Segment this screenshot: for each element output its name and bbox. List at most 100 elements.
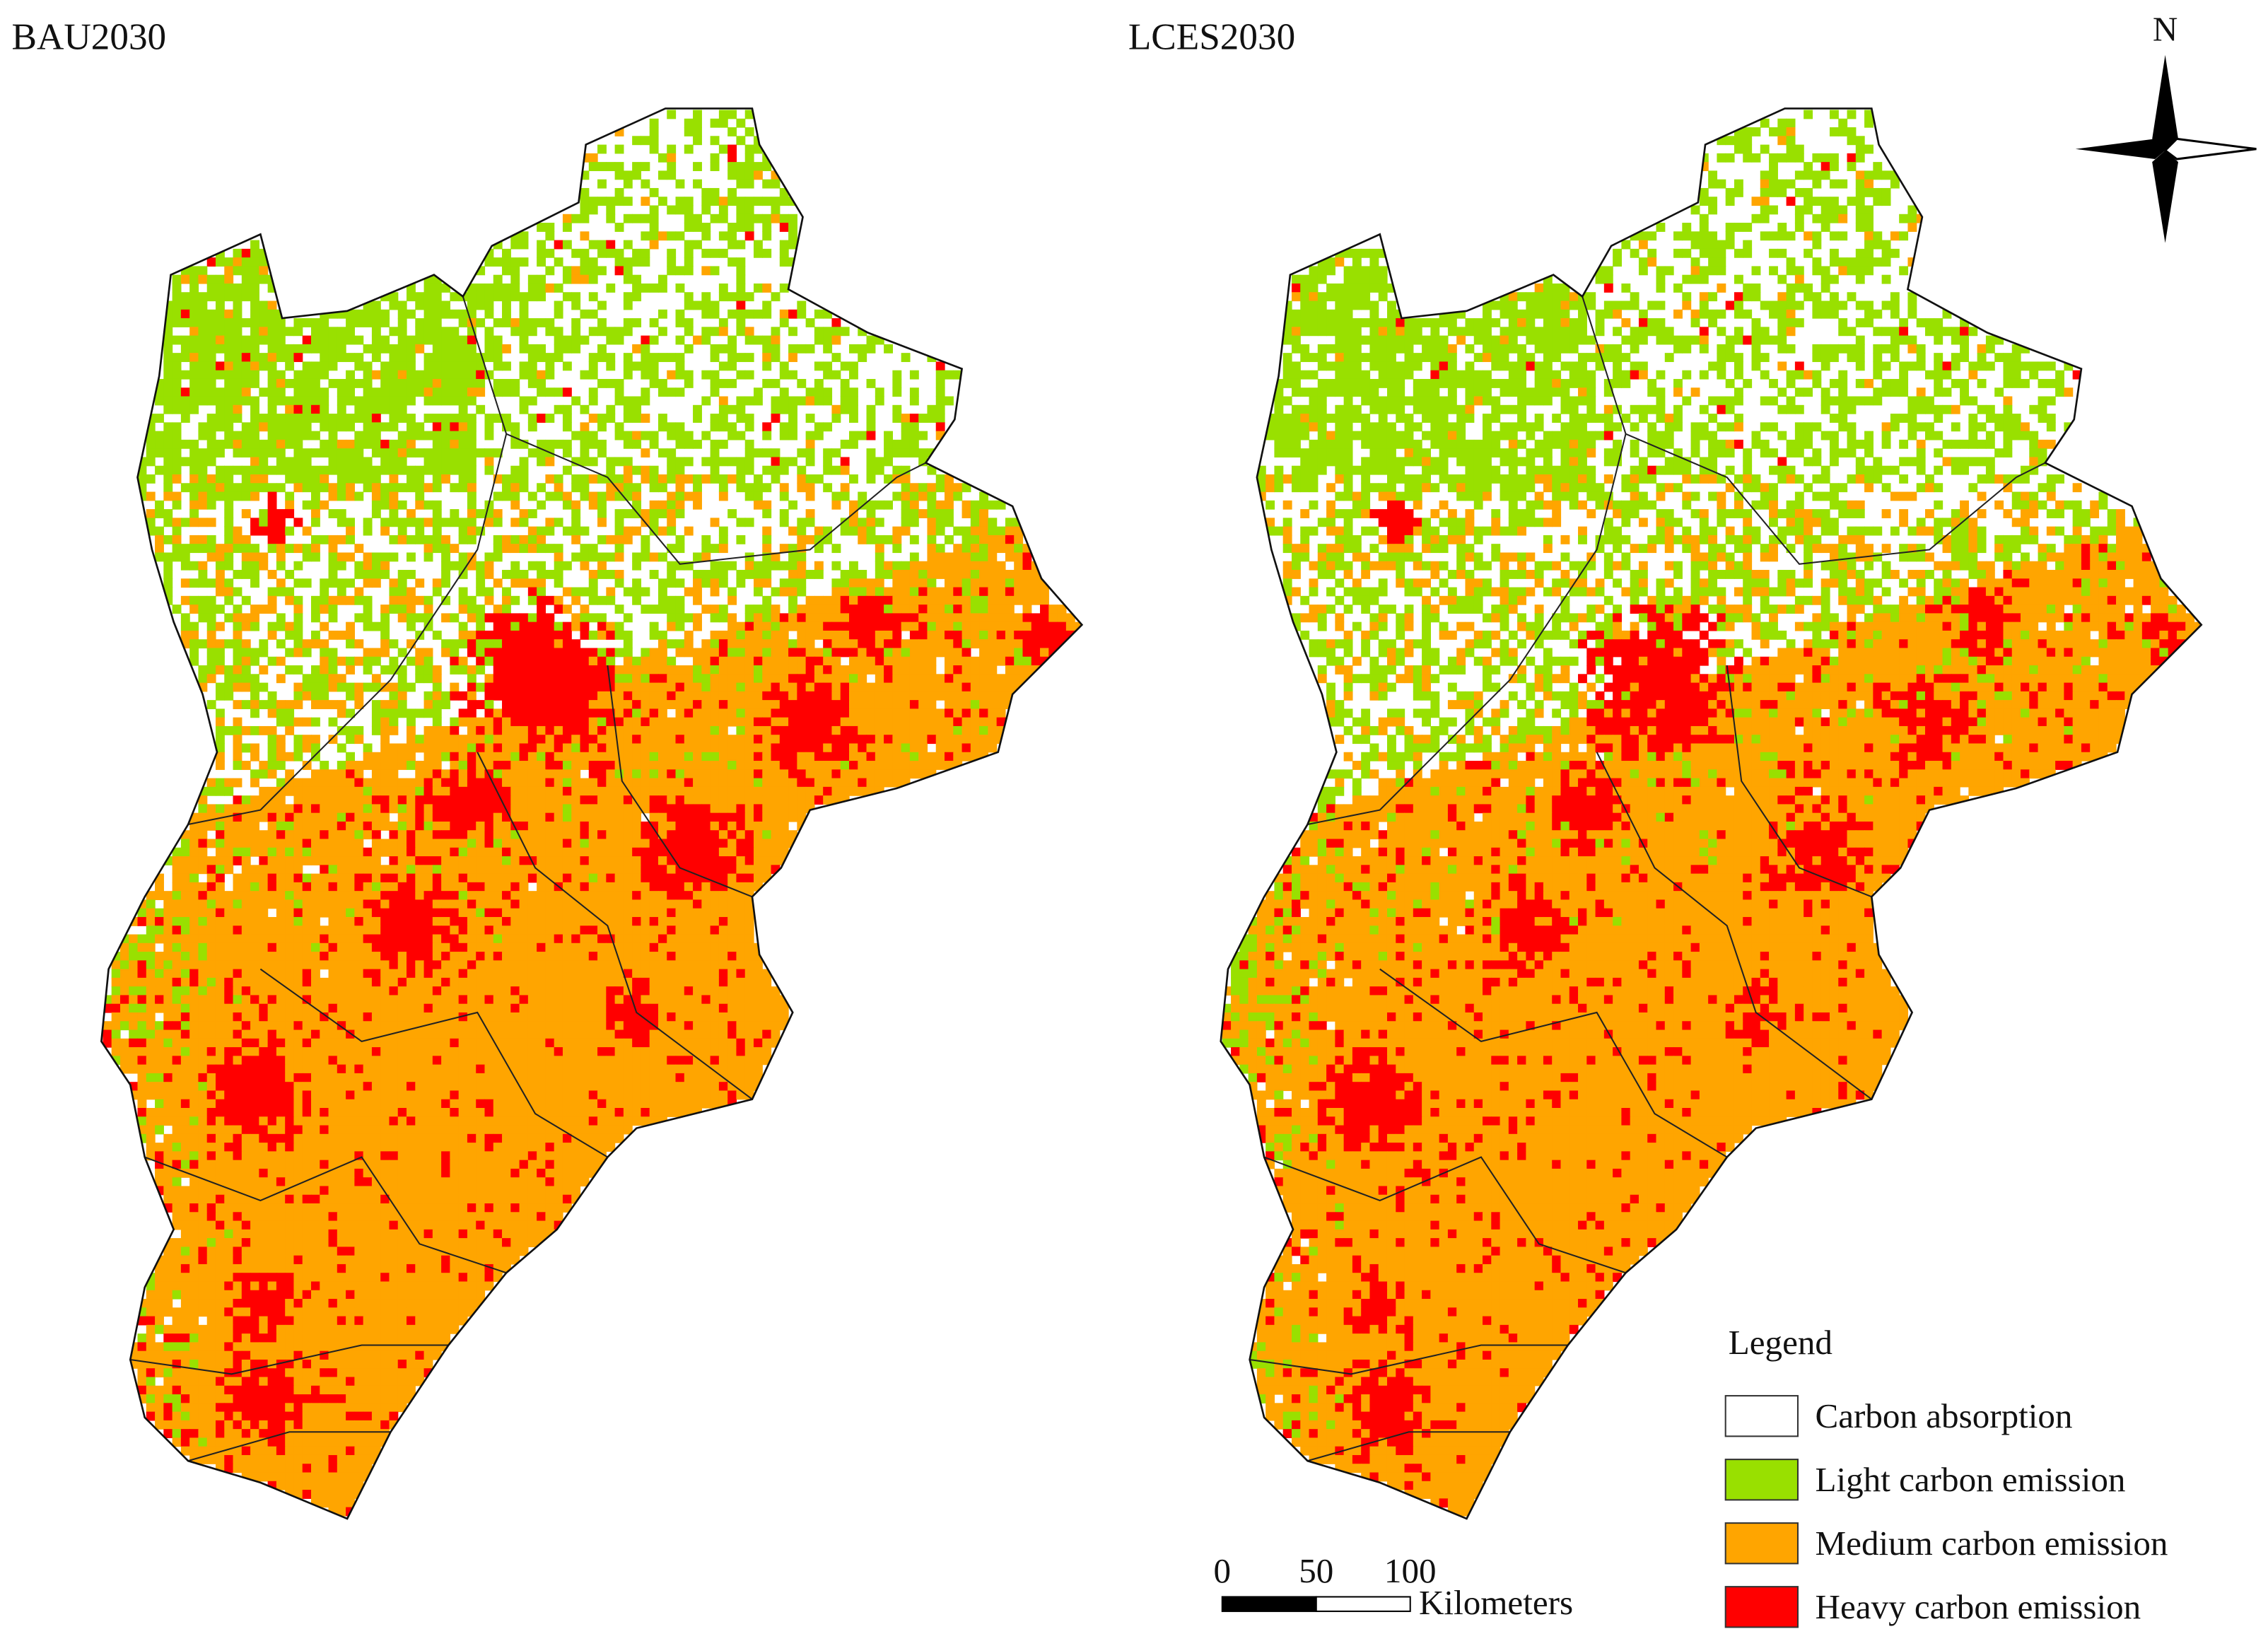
raster-cell xyxy=(684,613,694,623)
raster-cell xyxy=(632,274,642,284)
raster-cell xyxy=(614,535,624,544)
raster-cell xyxy=(285,353,295,363)
raster-cell xyxy=(423,752,433,761)
raster-cell xyxy=(588,847,598,857)
raster-cell xyxy=(632,414,642,423)
raster-cell xyxy=(458,526,468,536)
raster-cell xyxy=(250,396,259,406)
raster-cell xyxy=(206,283,216,293)
raster-cell xyxy=(831,656,841,666)
raster-cell xyxy=(580,648,590,658)
raster-cell xyxy=(285,587,295,597)
raster-cell xyxy=(744,127,754,136)
raster-cell xyxy=(423,387,433,397)
raster-cell xyxy=(432,361,442,371)
raster-cell xyxy=(407,682,416,692)
raster-cell xyxy=(233,344,242,354)
raster-cell xyxy=(407,735,416,745)
raster-cell xyxy=(389,752,399,761)
raster-cell xyxy=(346,552,355,562)
raster-cell xyxy=(571,526,581,536)
raster-cell xyxy=(527,621,537,631)
raster-cell xyxy=(632,318,642,327)
raster-cell xyxy=(441,300,451,310)
raster-cell xyxy=(423,882,433,892)
raster-cell xyxy=(259,856,269,865)
raster-cell xyxy=(571,552,581,562)
raster-cell xyxy=(762,752,772,761)
raster-cell xyxy=(476,630,486,640)
raster-cell xyxy=(641,752,650,761)
raster-cell xyxy=(597,179,607,189)
raster-cell xyxy=(927,621,937,631)
raster-cell xyxy=(527,873,537,883)
raster-cell xyxy=(701,725,711,735)
raster-cell xyxy=(597,422,607,432)
raster-cell xyxy=(537,648,546,658)
raster-cell xyxy=(423,378,433,388)
raster-cell xyxy=(320,621,329,631)
raster-cell xyxy=(597,240,607,250)
raster-cell xyxy=(736,856,746,865)
raster-cell xyxy=(267,327,277,337)
raster-cell xyxy=(953,691,963,701)
raster-cell xyxy=(744,327,754,337)
raster-cell xyxy=(718,378,728,388)
raster-cell xyxy=(537,882,546,892)
raster-cell xyxy=(753,865,763,875)
raster-cell xyxy=(788,500,797,510)
raster-cell xyxy=(502,674,511,684)
raster-cell xyxy=(233,639,242,649)
raster-cell xyxy=(918,509,928,518)
raster-cell xyxy=(657,725,667,735)
raster-cell xyxy=(206,378,216,388)
raster-cell xyxy=(606,214,616,223)
raster-cell xyxy=(649,812,659,822)
raster-cell xyxy=(953,674,963,684)
raster-cell xyxy=(407,865,416,875)
raster-cell xyxy=(641,197,650,206)
raster-cell xyxy=(710,370,720,380)
raster-cell xyxy=(571,856,581,865)
raster-cell xyxy=(371,422,381,432)
raster-cell xyxy=(858,735,867,745)
raster-cell xyxy=(432,856,442,865)
raster-cell xyxy=(848,595,858,605)
raster-cell xyxy=(163,353,173,363)
raster-cell xyxy=(259,761,269,770)
raster-cell xyxy=(423,605,433,614)
raster-cell xyxy=(693,812,702,822)
raster-cell xyxy=(693,882,702,892)
raster-cell xyxy=(241,899,251,909)
raster-cell xyxy=(597,674,607,684)
raster-cell xyxy=(961,708,971,718)
raster-cell xyxy=(788,240,797,250)
raster-cell xyxy=(866,344,876,354)
raster-cell xyxy=(493,518,503,527)
raster-cell xyxy=(163,474,173,484)
raster-cell xyxy=(380,605,390,614)
raster-cell xyxy=(510,474,520,484)
raster-cell xyxy=(371,682,381,692)
raster-cell xyxy=(215,761,225,770)
raster-cell xyxy=(467,665,477,675)
raster-cell xyxy=(580,725,590,735)
raster-cell xyxy=(554,752,563,761)
raster-cell xyxy=(172,856,182,865)
raster-cell xyxy=(189,396,199,406)
raster-cell xyxy=(1005,630,1015,640)
raster-cell xyxy=(198,448,208,458)
raster-cell xyxy=(710,613,720,623)
raster-cell xyxy=(545,595,555,605)
raster-cell xyxy=(320,812,329,822)
raster-cell xyxy=(189,891,199,901)
raster-cell xyxy=(415,578,425,588)
raster-cell xyxy=(407,656,416,666)
raster-cell xyxy=(649,717,659,727)
raster-cell xyxy=(623,240,633,250)
raster-cell xyxy=(389,500,399,510)
raster-cell xyxy=(632,873,642,883)
raster-cell xyxy=(302,812,312,822)
raster-cell xyxy=(198,353,208,363)
raster-cell xyxy=(458,431,468,440)
